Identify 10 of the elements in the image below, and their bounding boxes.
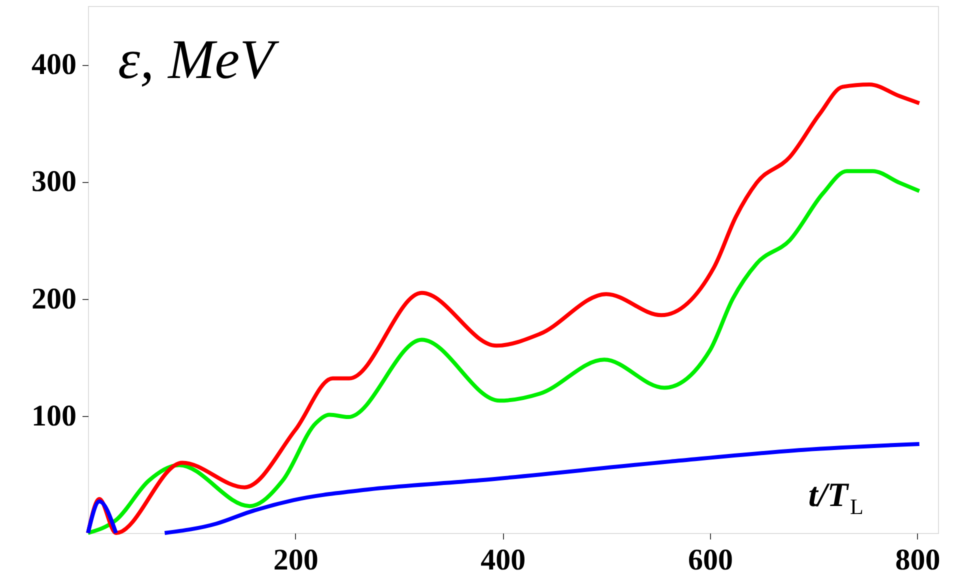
x-tick-label: 600 bbox=[688, 544, 733, 576]
x-tick-label: 200 bbox=[273, 544, 318, 576]
x-tick-label: 800 bbox=[895, 544, 940, 576]
line-series bbox=[86, 169, 922, 535]
y-tick-label: 400 bbox=[32, 48, 76, 82]
y-tick-label: 200 bbox=[32, 282, 76, 316]
x-tick-label: 400 bbox=[480, 544, 526, 576]
y-axis-title: ε, MeV bbox=[118, 29, 280, 91]
y-tick-label: 300 bbox=[32, 165, 76, 198]
y-tick-label: 100 bbox=[32, 399, 76, 432]
